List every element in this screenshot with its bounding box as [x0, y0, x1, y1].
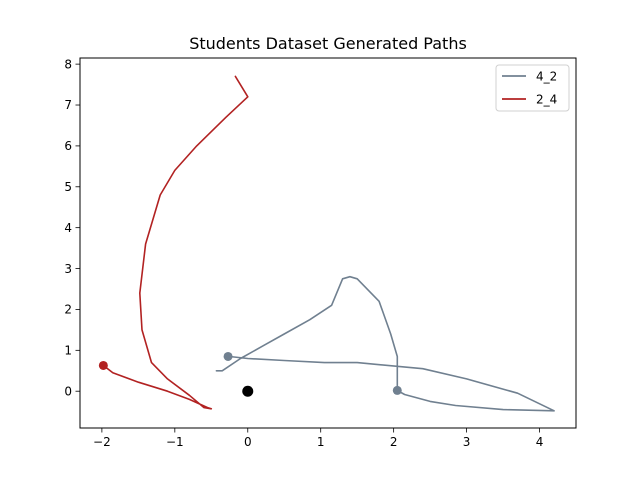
series-line-4_2: [215, 275, 555, 412]
legend-box: [495, 64, 570, 112]
legend: 4_2 2_4: [495, 64, 570, 112]
series-marker-4_2: [392, 385, 402, 395]
x-tick-label: 2: [390, 435, 398, 449]
y-tick-label: 5: [64, 180, 72, 194]
y-tick-label: 1: [64, 344, 72, 358]
chart-title: Students Dataset Generated Paths: [189, 34, 467, 53]
x-tick-label: 1: [317, 435, 325, 449]
y-tick-label: 8: [64, 57, 72, 71]
legend-label-4_2: 4_2: [536, 70, 557, 84]
y-tick-label: 7: [64, 98, 72, 112]
y-tick-label: 0: [64, 384, 72, 398]
y-axis: 0 1 2 3 4 5 6 7 8: [64, 57, 80, 398]
y-tick-label: 6: [64, 139, 72, 153]
series-marker-2_4: [98, 360, 108, 370]
axes-frame: [79, 57, 577, 429]
legend-label-2_4: 2_4: [536, 93, 557, 107]
x-tick-label: 0: [244, 435, 252, 449]
x-tick-label: −2: [93, 435, 111, 449]
x-tick-label: 3: [463, 435, 471, 449]
y-tick-label: 4: [64, 221, 72, 235]
series-end-marker-4_2: [223, 351, 233, 361]
y-tick-label: 2: [64, 303, 72, 317]
origin-point: [242, 385, 254, 397]
y-tick-label: 3: [64, 262, 72, 276]
series-layer: [102, 75, 555, 412]
marker-layer: [98, 351, 402, 397]
x-tick-label: −1: [166, 435, 184, 449]
x-tick-label: 4: [536, 435, 544, 449]
plot-area: [79, 57, 577, 429]
x-axis: −2 −1 0 1 2 3 4: [93, 428, 543, 449]
series-line-2_4: [102, 75, 249, 410]
